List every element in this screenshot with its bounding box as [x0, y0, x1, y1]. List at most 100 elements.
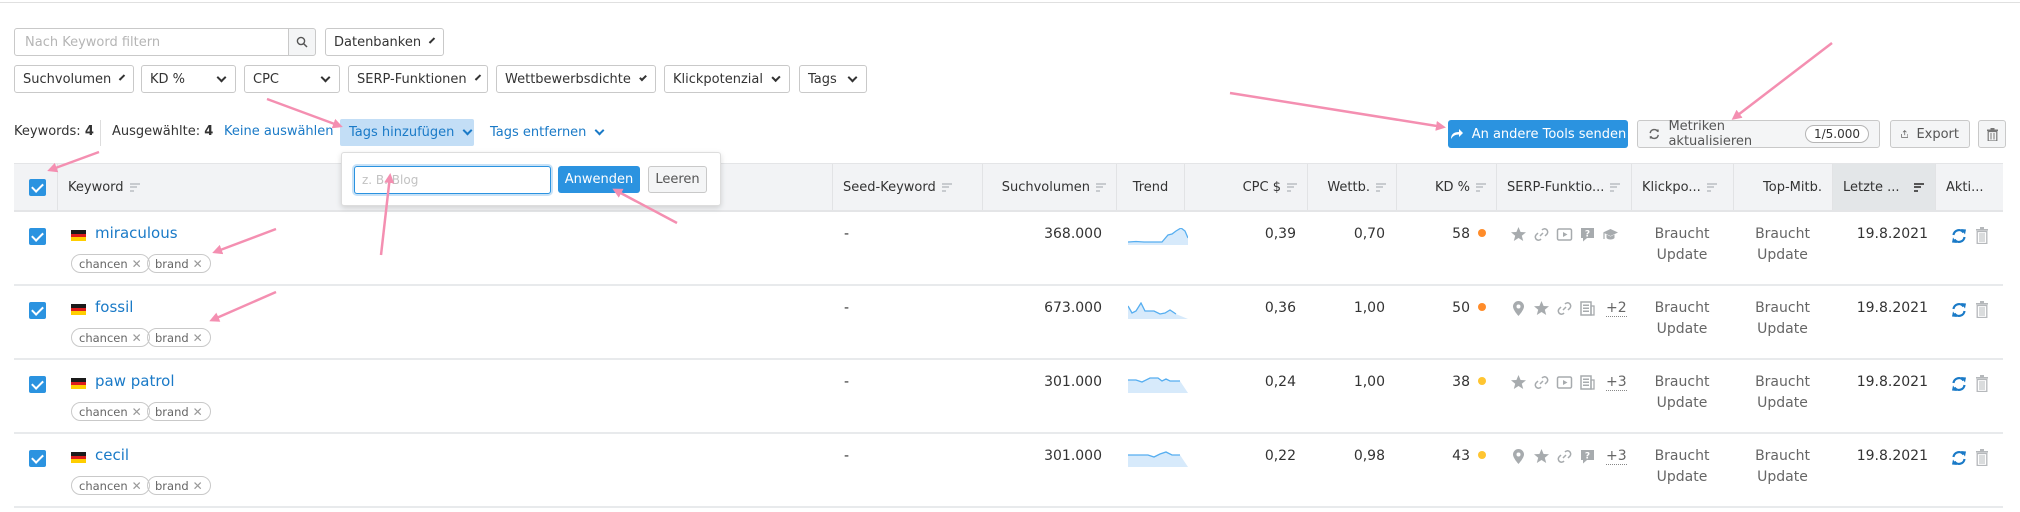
- tag-label: chancen: [79, 478, 128, 493]
- filter-serp-features[interactable]: SERP-Funktionen: [348, 65, 488, 93]
- filter-competition[interactable]: Wettbewerbsdichte: [496, 65, 656, 93]
- delete-button[interactable]: [1978, 120, 2006, 148]
- competition-cell: 0,98: [1353, 448, 1385, 464]
- last-update-cell: 19.8.2021: [1856, 374, 1928, 390]
- trash-row-icon[interactable]: [1976, 227, 1988, 244]
- export-button[interactable]: Export: [1890, 120, 1970, 148]
- click-potential-cell: Braucht Update: [1631, 446, 1733, 488]
- column-kd[interactable]: KD %: [1396, 164, 1496, 210]
- serp-features-cell: +3: [1510, 374, 1627, 391]
- column-serp-features[interactable]: SERP-Funktio...: [1496, 164, 1631, 210]
- keyword-link[interactable]: miraculous: [95, 224, 178, 242]
- keyword-link[interactable]: fossil: [95, 298, 134, 316]
- clear-tags-button[interactable]: Leeren: [648, 166, 707, 193]
- filter-label: CPC: [253, 71, 279, 87]
- last-update-cell: 19.8.2021: [1856, 448, 1928, 464]
- filter-cpc[interactable]: CPC: [244, 65, 340, 93]
- tag-name-input[interactable]: [354, 166, 551, 194]
- remove-tags-button[interactable]: Tags entfernen: [490, 119, 605, 146]
- select-all-checkbox[interactable]: [29, 179, 46, 196]
- column-competition[interactable]: Wettb.: [1307, 164, 1396, 210]
- trash-row-icon[interactable]: [1976, 375, 1988, 392]
- databases-dropdown[interactable]: Datenbanken: [325, 28, 444, 56]
- column-label: Klickpo...: [1642, 179, 1701, 195]
- row-checkbox[interactable]: [29, 228, 46, 245]
- sort-icon: [1706, 182, 1717, 192]
- trash-icon: [1986, 127, 1998, 141]
- keyword-link[interactable]: cecil: [95, 446, 130, 464]
- serp-features-cell: ?: [1510, 226, 1619, 243]
- search-volume-cell: 301.000: [1044, 448, 1102, 464]
- keywords-count: Keywords: 4: [14, 124, 94, 139]
- top-competitors-cell: Braucht Update: [1733, 298, 1832, 340]
- column-trend: Trend: [1116, 164, 1184, 210]
- refresh-row-icon[interactable]: [1951, 376, 1967, 392]
- refresh-row-icon[interactable]: [1951, 450, 1967, 466]
- serp-pin-icon: [1513, 449, 1524, 464]
- column-last-update[interactable]: Letzte ...: [1832, 164, 1935, 210]
- trash-row-icon[interactable]: [1976, 301, 1988, 318]
- update-metrics-button[interactable]: Metriken aktualisieren 1/5.000: [1637, 119, 1880, 149]
- serp-video-icon: [1556, 228, 1573, 241]
- filter-click-potential[interactable]: Klickpotenzial: [664, 65, 790, 93]
- refresh-icon: [1649, 128, 1659, 140]
- table-row: miraculous chancen ✕ brand ✕ - 368.000 0,3…: [14, 212, 2003, 286]
- remove-tag-icon[interactable]: ✕: [131, 256, 142, 271]
- trash-row-icon[interactable]: [1976, 449, 1988, 466]
- row-checkbox[interactable]: [29, 302, 46, 319]
- trend-sparkline: [1128, 228, 1188, 245]
- chevron-down-icon: [119, 73, 126, 81]
- table-row: fossil chancen ✕ brand ✕ - 673.000 0,36 1,…: [14, 286, 2003, 360]
- tag-pill: brand ✕: [147, 402, 211, 421]
- serp-link-icon: [1534, 376, 1549, 389]
- column-click-potential[interactable]: Klickpo...: [1631, 164, 1733, 210]
- serp-more-link[interactable]: +3: [1606, 374, 1627, 391]
- serp-star-icon: [1534, 449, 1549, 463]
- serp-star-icon: [1511, 227, 1526, 241]
- competition-cell: 1,00: [1353, 374, 1385, 390]
- refresh-row-icon[interactable]: [1951, 228, 1967, 244]
- row-checkbox[interactable]: [29, 376, 46, 393]
- remove-tag-icon[interactable]: ✕: [192, 256, 203, 271]
- apply-tags-button[interactable]: Anwenden: [558, 166, 640, 193]
- search-button[interactable]: [288, 28, 316, 56]
- tag-label: brand: [155, 404, 189, 419]
- sort-icon: [1096, 182, 1106, 192]
- column-label: Seed-Keyword: [843, 179, 936, 195]
- keyword-filter-input[interactable]: [14, 28, 289, 56]
- search-icon: [296, 36, 308, 48]
- column-cpc[interactable]: CPC $: [1184, 164, 1307, 210]
- serp-more-link[interactable]: +2: [1606, 300, 1627, 317]
- column-seed-keyword[interactable]: Seed-Keyword: [832, 164, 982, 210]
- click-potential-value: Braucht Update: [1654, 448, 1710, 485]
- trend-sparkline: [1128, 377, 1188, 393]
- column-keyword[interactable]: Keyword: [57, 164, 832, 210]
- tag-label: brand: [155, 256, 189, 271]
- serp-more-link[interactable]: +3: [1606, 448, 1627, 465]
- filter-kd[interactable]: KD %: [141, 65, 236, 93]
- kd-difficulty-dot: [1478, 229, 1486, 237]
- add-tags-label: Tags hinzufügen: [349, 125, 455, 140]
- serp-link-icon: [1534, 228, 1549, 241]
- remove-tag-icon[interactable]: ✕: [192, 404, 203, 419]
- filter-tags[interactable]: Tags: [799, 65, 867, 93]
- remove-tag-icon[interactable]: ✕: [192, 478, 203, 493]
- add-tags-button[interactable]: Tags hinzufügen: [340, 119, 474, 146]
- send-to-tools-button[interactable]: An andere Tools senden: [1448, 120, 1628, 148]
- remove-tag-icon[interactable]: ✕: [131, 330, 142, 345]
- germany-flag-icon: [71, 230, 86, 241]
- refresh-row-icon[interactable]: [1951, 302, 1967, 318]
- serp-news-icon: [1580, 301, 1595, 316]
- seed-keyword-cell: -: [844, 448, 850, 464]
- tag-pill: brand ✕: [147, 476, 211, 495]
- column-search-volume[interactable]: Suchvolumen: [982, 164, 1116, 210]
- row-checkbox[interactable]: [29, 450, 46, 467]
- remove-tag-icon[interactable]: ✕: [131, 404, 142, 419]
- remove-tag-icon[interactable]: ✕: [192, 330, 203, 345]
- column-label: CPC $: [1242, 179, 1281, 195]
- deselect-all-link[interactable]: Keine auswählen: [224, 124, 334, 139]
- filter-search-volume[interactable]: Suchvolumen: [14, 65, 134, 93]
- keyword-link[interactable]: paw patrol: [95, 372, 175, 390]
- databases-label: Datenbanken: [334, 34, 422, 50]
- remove-tag-icon[interactable]: ✕: [131, 478, 142, 493]
